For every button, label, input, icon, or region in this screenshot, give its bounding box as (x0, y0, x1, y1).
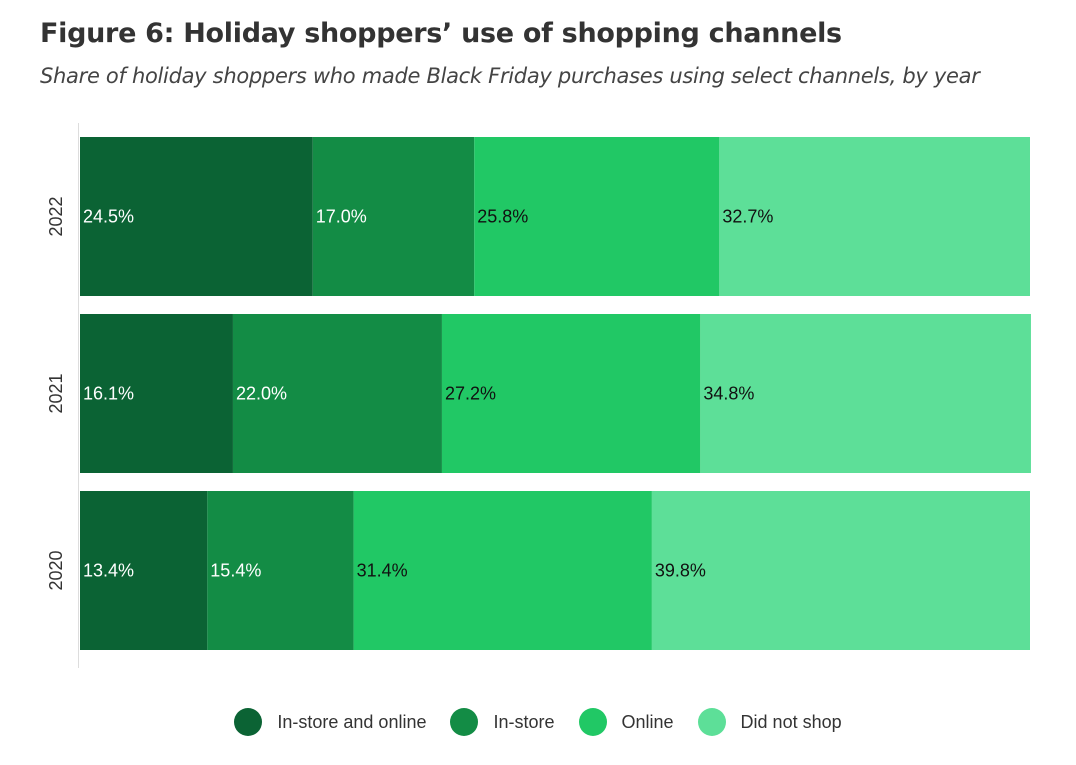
data-label-2021-online: 27.2% (445, 384, 496, 404)
data-label-2022-in-store: 17.0% (316, 207, 367, 227)
data-label-2020-in-store: 15.4% (210, 561, 261, 581)
legend-label: In-store and online (277, 711, 427, 732)
bar-2022-in-store (312, 137, 475, 296)
y-tick-label-2021: 2021 (46, 373, 66, 413)
bar-2020-in-store (207, 491, 354, 650)
data-label-2020-in-store-and-online: 13.4% (83, 561, 134, 581)
legend-swatch (234, 708, 263, 736)
bar-2021-in-store (232, 314, 442, 473)
legend-item-in-store: In-store (450, 708, 555, 736)
data-label-2022-did-not-shop: 32.7% (722, 207, 773, 227)
chart-legend: In-store and online In-store Online Did not… (0, 708, 1076, 736)
data-label-2020-did-not-shop: 39.8% (655, 561, 706, 581)
bar-2021-online (441, 314, 701, 473)
legend-swatch (697, 708, 726, 736)
bar-2021-did-not-shop (700, 314, 1031, 473)
y-tick-label-2022: 2022 (46, 196, 66, 236)
legend-item-in-store-and-online: In-store and online (234, 708, 426, 736)
bar-2020-online (353, 491, 652, 650)
data-label-2022-in-store-and-online: 24.5% (83, 207, 134, 227)
bar-2022-in-store-and-online (80, 137, 313, 296)
bar-2022-did-not-shop (719, 137, 1030, 296)
chart-subtitle: Share of holiday shoppers who made Black… (40, 64, 980, 88)
legend-item-did-not-shop: Did not shop (697, 708, 842, 736)
data-label-2020-online: 31.4% (357, 561, 408, 581)
legend-swatch (450, 708, 479, 736)
bar-2020-in-store-and-online (80, 491, 208, 650)
data-label-2022-online: 25.8% (477, 207, 528, 227)
data-label-2021-in-store: 22.0% (236, 384, 287, 404)
legend-swatch (578, 708, 607, 736)
bar-2022-online (474, 137, 720, 296)
legend-label: In-store (493, 711, 555, 732)
legend-item-online: Online (578, 708, 674, 736)
chart-title: Figure 6: Holiday shoppers’ use of shopp… (40, 18, 842, 49)
bar-2021-in-store-and-online (80, 314, 233, 473)
bar-2020-did-not-shop (651, 491, 1030, 650)
data-label-2021-did-not-shop: 34.8% (703, 384, 754, 404)
legend-label: Online (621, 711, 674, 732)
data-label-2021-in-store-and-online: 16.1% (83, 384, 134, 404)
legend-label: Did not shop (740, 711, 842, 732)
y-tick-label-2020: 2020 (46, 550, 66, 590)
